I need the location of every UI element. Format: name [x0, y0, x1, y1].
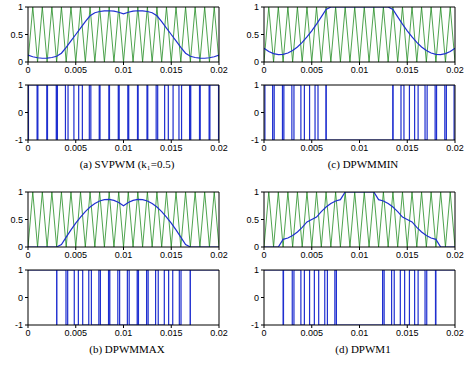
- svg-text:0: 0: [254, 108, 259, 118]
- svg-text:0.02: 0.02: [210, 328, 228, 338]
- svg-text:0.02: 0.02: [210, 65, 228, 75]
- svg-text:0.005: 0.005: [64, 143, 87, 153]
- svg-text:0.015: 0.015: [396, 250, 419, 260]
- svg-text:0.01: 0.01: [351, 65, 369, 75]
- svg-text:0: 0: [261, 65, 266, 75]
- svg-text:0: 0: [261, 328, 266, 338]
- svg-text:0.02: 0.02: [446, 328, 461, 338]
- svg-text:-1: -1: [15, 135, 23, 145]
- svg-text:1: 1: [18, 265, 23, 275]
- svg-text:0.005: 0.005: [300, 65, 323, 75]
- svg-text:0: 0: [25, 250, 30, 260]
- svg-text:0.01: 0.01: [351, 328, 369, 338]
- svg-text:0.02: 0.02: [446, 250, 461, 260]
- svg-text:1: 1: [254, 80, 259, 90]
- svg-text:0: 0: [254, 57, 259, 67]
- svg-text:0.005: 0.005: [64, 250, 87, 260]
- svg-text:0: 0: [18, 57, 23, 67]
- svg-text:0: 0: [25, 328, 30, 338]
- svg-text:0: 0: [25, 65, 30, 75]
- svg-text:0.015: 0.015: [160, 328, 183, 338]
- svg-text:0: 0: [18, 242, 23, 252]
- html-text:(b) DPWMMAX: (b) DPWMMAX: [89, 343, 165, 355]
- svg-text:-1: -1: [251, 320, 259, 330]
- svg-text:0.005: 0.005: [64, 328, 87, 338]
- svg-text:0.01: 0.01: [115, 328, 133, 338]
- svg-text:1: 1: [18, 187, 23, 197]
- svg-text:1: 1: [18, 2, 23, 12]
- svg-text:0: 0: [18, 108, 23, 118]
- html-text:(c) DPWMMIN: (c) DPWMMIN: [327, 158, 399, 170]
- svg-text:1: 1: [254, 187, 259, 197]
- svg-text:0.5: 0.5: [246, 215, 259, 225]
- svg-text:0: 0: [254, 293, 259, 303]
- svg-text:0: 0: [261, 250, 266, 260]
- svg-text:-1: -1: [251, 135, 259, 145]
- svg-text:0.01: 0.01: [351, 143, 369, 153]
- svg-text:-1: -1: [15, 320, 23, 330]
- svg-text:0: 0: [18, 293, 23, 303]
- svg-text:0.015: 0.015: [396, 143, 419, 153]
- svg-text:0.005: 0.005: [300, 328, 323, 338]
- svg-text:0.015: 0.015: [160, 65, 183, 75]
- svg-text:0.005: 0.005: [300, 143, 323, 153]
- svg-text:0.02: 0.02: [446, 143, 461, 153]
- svg-text:0.02: 0.02: [210, 250, 228, 260]
- svg-text:0.02: 0.02: [446, 65, 461, 75]
- svg-text:0.5: 0.5: [10, 30, 23, 40]
- html-text:(d) DPWM1: (d) DPWM1: [335, 343, 391, 355]
- svg-text:0.015: 0.015: [396, 328, 419, 338]
- svg-text:0.01: 0.01: [115, 65, 133, 75]
- svg-text:0.015: 0.015: [396, 65, 419, 75]
- svg-text:0: 0: [254, 242, 259, 252]
- svg-text:0.01: 0.01: [115, 143, 133, 153]
- svg-text:1: 1: [18, 80, 23, 90]
- svg-text:0.015: 0.015: [160, 250, 183, 260]
- svg-text:1: 1: [254, 265, 259, 275]
- svg-text:1: 1: [254, 2, 259, 12]
- svg-text:0.005: 0.005: [300, 250, 323, 260]
- svg-text:0.5: 0.5: [246, 30, 259, 40]
- svg-text:0: 0: [261, 143, 266, 153]
- svg-text:0.01: 0.01: [351, 250, 369, 260]
- svg-text:0.5: 0.5: [10, 215, 23, 225]
- svg-text:0.01: 0.01: [115, 250, 133, 260]
- svg-text:0: 0: [25, 143, 30, 153]
- html-text:(a) SVPWM (k₁=0.5): (a) SVPWM (k₁=0.5): [79, 158, 175, 170]
- svg-text:0.005: 0.005: [64, 65, 87, 75]
- svg-text:0.02: 0.02: [210, 143, 228, 153]
- svg-text:0.015: 0.015: [160, 143, 183, 153]
